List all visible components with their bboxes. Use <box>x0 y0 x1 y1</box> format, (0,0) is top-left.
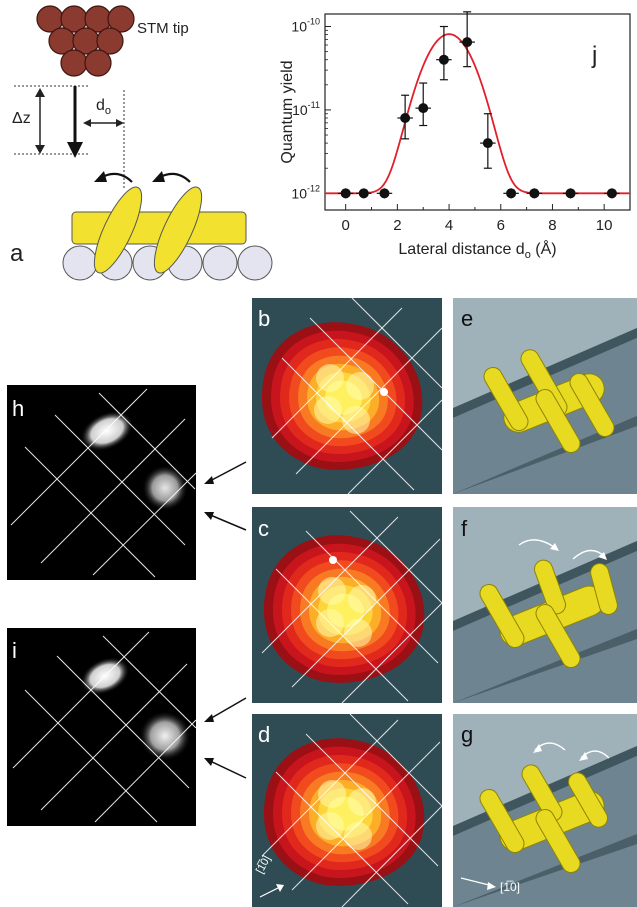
tip-position-marker-b <box>380 388 388 396</box>
connector-arrows <box>204 461 247 779</box>
data-point <box>438 54 449 65</box>
stm-lobe <box>316 364 344 392</box>
panel-label-d: d <box>258 722 271 747</box>
render-g-svg <box>453 742 637 907</box>
stm-blob-b <box>262 322 423 470</box>
panel-label-f: f <box>461 516 468 541</box>
plot-frame <box>324 13 631 211</box>
molecule-render-e <box>483 349 615 454</box>
stm-lobe <box>318 780 346 808</box>
render-e-svg <box>453 328 637 494</box>
y-tick-label: 10-11 <box>292 100 320 118</box>
stm-image-b-svg <box>262 298 442 494</box>
data-points <box>337 11 620 199</box>
x-tick-label: 8 <box>548 217 556 234</box>
chart-text: 0 2 4 6 8 10 10-12 10-11 10-10 Lateral distance d… <box>279 17 612 261</box>
x-tick-label: 2 <box>393 217 401 234</box>
stm-lobe <box>346 372 374 400</box>
stm-image-c <box>252 507 442 703</box>
data-point <box>340 188 351 199</box>
stm-lobe <box>344 619 372 647</box>
x-tick-label: 6 <box>497 217 505 234</box>
photon-map-i-image <box>12 631 196 823</box>
fit-curve <box>325 33 630 195</box>
render-f <box>453 507 637 703</box>
photon-map-h-image <box>10 388 196 578</box>
stm-image-d <box>252 714 442 907</box>
data-point <box>418 103 429 114</box>
y-axis-label: Quantum yield <box>279 60 296 163</box>
data-point <box>400 112 411 123</box>
render-g <box>453 714 637 907</box>
tip-position-marker-c <box>329 556 337 564</box>
x-axis-label: Lateral distance do (Å) <box>398 239 556 261</box>
x-tick-label: 4 <box>445 217 453 234</box>
data-point <box>358 188 369 199</box>
molecule-render-f <box>479 559 618 669</box>
direction-label-g: [1̅0] <box>500 880 521 894</box>
data-point <box>379 188 390 199</box>
data-point <box>482 138 493 149</box>
fit-curve-group <box>325 33 630 195</box>
x-tick-label: 10 <box>596 217 613 234</box>
stm-image-b <box>252 298 442 494</box>
panel-label-g: g <box>461 722 474 747</box>
photon-map-i <box>7 628 196 826</box>
panel-label-i: i <box>12 638 17 663</box>
panel-label-h: h <box>12 396 25 421</box>
delta-z-label: Δz <box>12 110 31 127</box>
d0-label: do <box>96 97 112 118</box>
data-point <box>462 37 473 48</box>
stm-blob-c <box>264 535 425 683</box>
stm-lobe <box>344 822 372 850</box>
render-f-svg <box>453 539 637 703</box>
stm-tip-atoms <box>36 5 135 77</box>
panel-label-j: j <box>592 42 598 69</box>
stm-lobe <box>314 396 342 424</box>
stm-lobe <box>348 788 376 816</box>
data-point <box>606 188 617 199</box>
panel-label-e: e <box>461 306 474 331</box>
molecule-schematic <box>71 186 247 274</box>
quantum-yield-chart: 0 2 4 6 8 10 10-12 10-11 10-10 Lateral distance d… <box>279 11 631 261</box>
chart-axes <box>324 13 631 211</box>
stm-lobe <box>318 577 346 605</box>
panel-label-c: c <box>258 516 269 541</box>
molecule-render-g <box>479 764 608 874</box>
photon-map-h <box>7 385 196 580</box>
panel-label-b: b <box>258 306 271 331</box>
schematic-panel-a <box>14 5 273 281</box>
stm-image-c-svg <box>261 510 442 703</box>
x-tick-label: 0 <box>342 217 350 234</box>
stm-tip-label: STM tip <box>137 20 189 37</box>
render-e <box>453 298 637 494</box>
stm-lobe <box>348 585 376 613</box>
y-tick-label: 10-12 <box>291 183 320 201</box>
data-point <box>529 188 540 199</box>
data-point <box>565 188 576 199</box>
data-point <box>506 188 517 199</box>
y-tick-label: 10-10 <box>291 17 320 35</box>
stm-image-d-svg <box>259 714 442 907</box>
stm-blob-d <box>264 738 425 886</box>
stm-lobe <box>342 406 370 434</box>
panel-label-a: a <box>10 240 24 267</box>
